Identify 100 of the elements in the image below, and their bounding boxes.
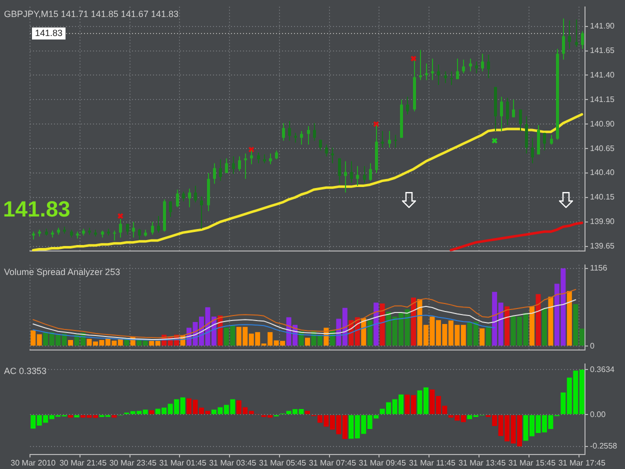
candlestick xyxy=(132,221,135,238)
candlestick xyxy=(294,132,297,144)
candlestick xyxy=(512,99,515,118)
x-tick-label: 31 Mar 03:45 xyxy=(209,458,257,468)
y-tick-label: 0 xyxy=(590,341,595,350)
bar xyxy=(480,328,485,346)
candlestick xyxy=(244,152,247,180)
candlestick xyxy=(176,189,179,208)
candlestick xyxy=(419,49,422,81)
candlestick xyxy=(194,185,197,203)
x-tick-label: 31 Mar 07:45 xyxy=(308,458,357,468)
x-tick-label: 31 Mar 09:45 xyxy=(358,458,406,468)
annotation: 141.83 xyxy=(3,196,70,222)
y-tick-label: 140.15 xyxy=(590,192,616,202)
y-tick-label: 0.3634 xyxy=(590,364,616,374)
bar xyxy=(530,306,534,346)
candlestick xyxy=(200,196,203,230)
candlestick xyxy=(487,54,490,79)
bar xyxy=(305,338,310,346)
y-tick-label: 139.65 xyxy=(590,242,616,251)
point xyxy=(491,138,498,144)
bar xyxy=(542,308,547,346)
y-tick-label: 0.00 xyxy=(590,410,606,419)
bar xyxy=(566,290,572,346)
candlestick xyxy=(288,120,291,142)
x-tick-label: 31 Mar 15:45 xyxy=(508,458,556,468)
point xyxy=(117,212,124,220)
candlestick xyxy=(369,162,372,182)
bar xyxy=(486,326,491,346)
y-tick-label: 141.65 xyxy=(590,46,616,55)
candlestick xyxy=(550,134,553,146)
bar xyxy=(374,302,379,346)
bar xyxy=(367,320,372,346)
y-tick-label: 141.90 xyxy=(590,22,616,31)
y-tick-label: 141.40 xyxy=(590,70,616,80)
candlestick xyxy=(182,191,185,202)
candlestick xyxy=(543,132,546,152)
x-tick-label: 31 Mar 11:45 xyxy=(408,458,456,468)
x-tick-label: 31 Mar 01:45 xyxy=(159,458,207,468)
chart-title: Volume Spread Analyzer 253 xyxy=(4,266,120,277)
candlestick xyxy=(188,188,191,208)
candlestick xyxy=(525,116,528,154)
y-tick-label: 141.15 xyxy=(590,94,616,104)
candlestick xyxy=(575,19,578,48)
candlestick xyxy=(344,160,347,194)
candlestick xyxy=(225,158,228,174)
chart-title: GBPJPY,M15 141.71 141.85 141.67 141.83 xyxy=(4,8,178,19)
chart-title: AC 0.3353 xyxy=(4,366,47,376)
candlestick xyxy=(138,228,141,240)
candlestick xyxy=(500,96,503,132)
candlestick xyxy=(269,152,272,165)
bar xyxy=(548,296,554,346)
candlestick xyxy=(406,96,409,115)
candlestick xyxy=(213,162,216,184)
bar xyxy=(380,304,385,346)
candlestick xyxy=(469,58,472,72)
point xyxy=(248,146,254,153)
x-tick-label: 30 Mar 2010 xyxy=(10,458,56,468)
candlestick xyxy=(113,230,116,241)
candlestick xyxy=(238,156,241,172)
x-tick-label: 31 Mar 17:45 xyxy=(558,458,606,468)
candlestick xyxy=(562,18,565,60)
y-tick-label: 140.40 xyxy=(590,168,616,178)
x-tick-label: 31 Mar 13:45 xyxy=(458,458,506,468)
candlestick xyxy=(338,158,341,184)
candlestick xyxy=(381,130,384,148)
candlestick xyxy=(431,58,434,81)
candlestick xyxy=(325,144,328,157)
bar xyxy=(112,415,117,418)
candlestick xyxy=(300,130,303,146)
candlestick xyxy=(250,150,253,165)
candlestick xyxy=(157,216,160,234)
bar xyxy=(68,415,74,418)
candlestick xyxy=(519,108,522,132)
candlestick xyxy=(151,221,154,236)
candlestick xyxy=(356,166,359,186)
x-tick-label: 30 Mar 21:45 xyxy=(59,458,108,468)
candlestick xyxy=(456,58,459,80)
candlestick xyxy=(531,137,534,164)
candlestick xyxy=(307,126,310,146)
candlestick xyxy=(363,166,366,184)
candlestick xyxy=(450,70,453,86)
candlestick xyxy=(581,30,584,50)
candlestick xyxy=(350,160,353,184)
candlestick xyxy=(394,134,397,148)
candlestick xyxy=(219,158,222,182)
bar xyxy=(504,306,510,346)
y-tick-label: -0.2558 xyxy=(590,442,618,451)
y-tick-label: 1156 xyxy=(590,264,608,273)
candlestick xyxy=(444,70,447,84)
y-tick-label: 140.65 xyxy=(590,144,616,153)
candlestick xyxy=(257,152,260,164)
candlestick xyxy=(232,156,235,174)
candlestick xyxy=(169,200,172,218)
candlestick xyxy=(313,122,316,142)
bar xyxy=(361,318,366,346)
y-tick-label: 139.90 xyxy=(590,217,616,226)
candlestick xyxy=(462,59,465,74)
x-tick-label: 31 Mar 05:45 xyxy=(258,458,307,468)
bar xyxy=(149,410,154,414)
